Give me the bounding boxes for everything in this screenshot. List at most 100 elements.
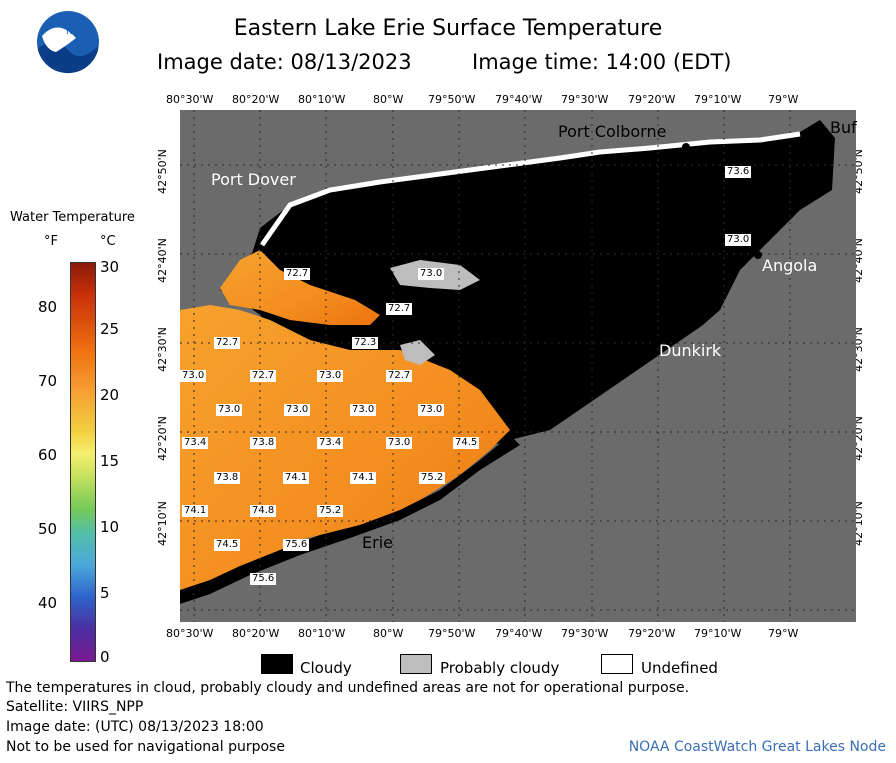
temp-label: 72.7	[214, 337, 241, 349]
color-scale-bar	[70, 262, 96, 662]
lon-tick: 79°10'W	[694, 627, 742, 640]
temp-label: 72.7	[386, 370, 413, 382]
lon-tick: 79°W	[768, 627, 799, 640]
scale-f-label: 40	[38, 594, 58, 612]
temp-label: 73.0	[418, 268, 445, 280]
city-label-dunkirk: Dunkirk	[659, 341, 722, 360]
credit-text: NOAA CoastWatch Great Lakes Node	[628, 739, 886, 755]
temp-label: 73.4	[317, 437, 344, 449]
lon-tick: 79°30'W	[561, 93, 609, 106]
temp-label: 73.0	[216, 404, 243, 416]
temp-label: 72.7	[284, 268, 311, 280]
navigation-warning: Not to be used for navigational purpose	[6, 739, 285, 755]
scale-f-label: 60	[38, 446, 58, 464]
cloudy-swatch	[261, 654, 293, 674]
temp-label: 73.0	[284, 404, 311, 416]
legend-unit-c: °C	[100, 234, 116, 249]
graticule	[180, 110, 856, 622]
temp-label: 75.6	[283, 539, 310, 551]
legend-unit-f: °F	[44, 234, 58, 249]
temp-label: 73.0	[317, 370, 344, 382]
noaa-logo-icon: NOAA	[36, 10, 100, 74]
probably-cloudy-key-label: Probably cloudy	[440, 659, 560, 677]
image-date: Image date: 08/13/2023	[157, 50, 412, 74]
lon-tick: 79°10'W	[694, 93, 742, 106]
lon-tick: 79°20'W	[628, 627, 676, 640]
disclaimer-text: The temperatures in cloud, probably clou…	[6, 680, 690, 696]
scale-f-label: 70	[38, 372, 58, 390]
scale-c-label: 0	[100, 648, 110, 666]
legend-title: Water Temperature	[10, 210, 135, 225]
image-time: Image time: 14:00 (EDT)	[472, 50, 732, 74]
temp-label: 73.4	[182, 437, 209, 449]
city-label-buffalo: Buf	[830, 118, 857, 137]
map-title: Eastern Lake Erie Surface Temperature	[233, 16, 663, 41]
lon-tick: 80°W	[373, 93, 404, 106]
lon-tick: 79°50'W	[428, 627, 476, 640]
temp-label: 73.0	[418, 404, 445, 416]
south-shore-land	[180, 220, 856, 622]
temp-label: 72.7	[250, 370, 277, 382]
temp-label: 73.0	[350, 404, 377, 416]
cloudy-key-label: Cloudy	[300, 659, 352, 677]
lat-tick: 42°30'N	[155, 327, 169, 372]
temp-label: 74.1	[182, 505, 209, 517]
lon-tick: 80°30'W	[166, 627, 214, 640]
lon-tick: 79°50'W	[428, 93, 476, 106]
lon-tick: 80°20'W	[232, 93, 280, 106]
lon-tick: 79°20'W	[628, 93, 676, 106]
scale-c-label: 10	[100, 518, 120, 536]
scale-c-label: 20	[100, 386, 120, 404]
shore-cloud	[180, 435, 520, 604]
logo-text: NOAA	[66, 27, 93, 37]
temp-label: 74.8	[250, 505, 277, 517]
temp-label: 73.6	[725, 166, 752, 178]
lon-tick: 80°10'W	[298, 93, 346, 106]
lake-map	[180, 110, 856, 622]
temp-label: 72.3	[352, 337, 379, 349]
city-label-port-dover: Port Dover	[211, 170, 296, 189]
temp-label: 72.7	[386, 303, 413, 315]
scale-c-label: 30	[100, 258, 120, 276]
lon-tick: 79°40'W	[495, 93, 543, 106]
probably-cloudy-swatch	[400, 654, 432, 674]
city-label-angola: Angola	[762, 256, 818, 275]
lat-tick: 42°50'N	[155, 149, 169, 194]
lon-tick: 80°30'W	[166, 93, 214, 106]
lat-tick: 42°20'N	[155, 416, 169, 461]
lat-tick: 42°10'N	[155, 501, 169, 546]
map-panel	[180, 110, 856, 622]
temp-label: 73.0	[725, 234, 752, 246]
undefined-border	[259, 131, 801, 247]
lon-tick: 80°10'W	[298, 627, 346, 640]
undefined-key-label: Undefined	[641, 659, 718, 677]
undefined-swatch	[601, 654, 633, 674]
city-dot-erie	[352, 526, 360, 534]
city-dot-dunkirk	[651, 339, 659, 347]
scale-f-label: 80	[38, 298, 58, 316]
scale-c-label: 15	[100, 452, 120, 470]
temp-label: 75.2	[419, 472, 446, 484]
lon-tick: 80°20'W	[232, 627, 280, 640]
temp-label: 74.5	[214, 539, 241, 551]
lon-tick: 79°40'W	[495, 627, 543, 640]
scale-c-label: 25	[100, 320, 120, 338]
temp-label: 74.1	[283, 472, 310, 484]
scale-f-label: 50	[38, 520, 58, 538]
city-dot-port-colborne	[682, 143, 690, 151]
temp-label: 73.0	[386, 437, 413, 449]
temp-label: 73.8	[214, 472, 241, 484]
temp-label: 73.8	[250, 437, 277, 449]
city-label-erie: Erie	[362, 533, 393, 552]
city-dot-angola	[754, 251, 762, 259]
lon-tick: 79°W	[768, 93, 799, 106]
temp-label: 74.1	[350, 472, 377, 484]
utc-date-text: Image date: (UTC) 08/13/2023 18:00	[6, 719, 264, 735]
city-label-port-colborne: Port Colborne	[558, 122, 667, 141]
temp-label: 73.0	[180, 370, 207, 382]
temp-label: 75.2	[317, 505, 344, 517]
lon-tick: 80°W	[373, 627, 404, 640]
lat-tick: 42°40'N	[155, 238, 169, 283]
probably-cloudy-area	[400, 340, 435, 365]
temp-label: 75.6	[250, 573, 277, 585]
